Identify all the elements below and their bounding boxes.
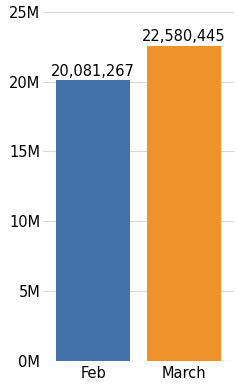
Bar [147,45,222,361]
Text: 20,081,267: 20,081,267 [51,64,135,79]
Bar [56,80,130,361]
Text: 22,580,445: 22,580,445 [142,29,226,44]
